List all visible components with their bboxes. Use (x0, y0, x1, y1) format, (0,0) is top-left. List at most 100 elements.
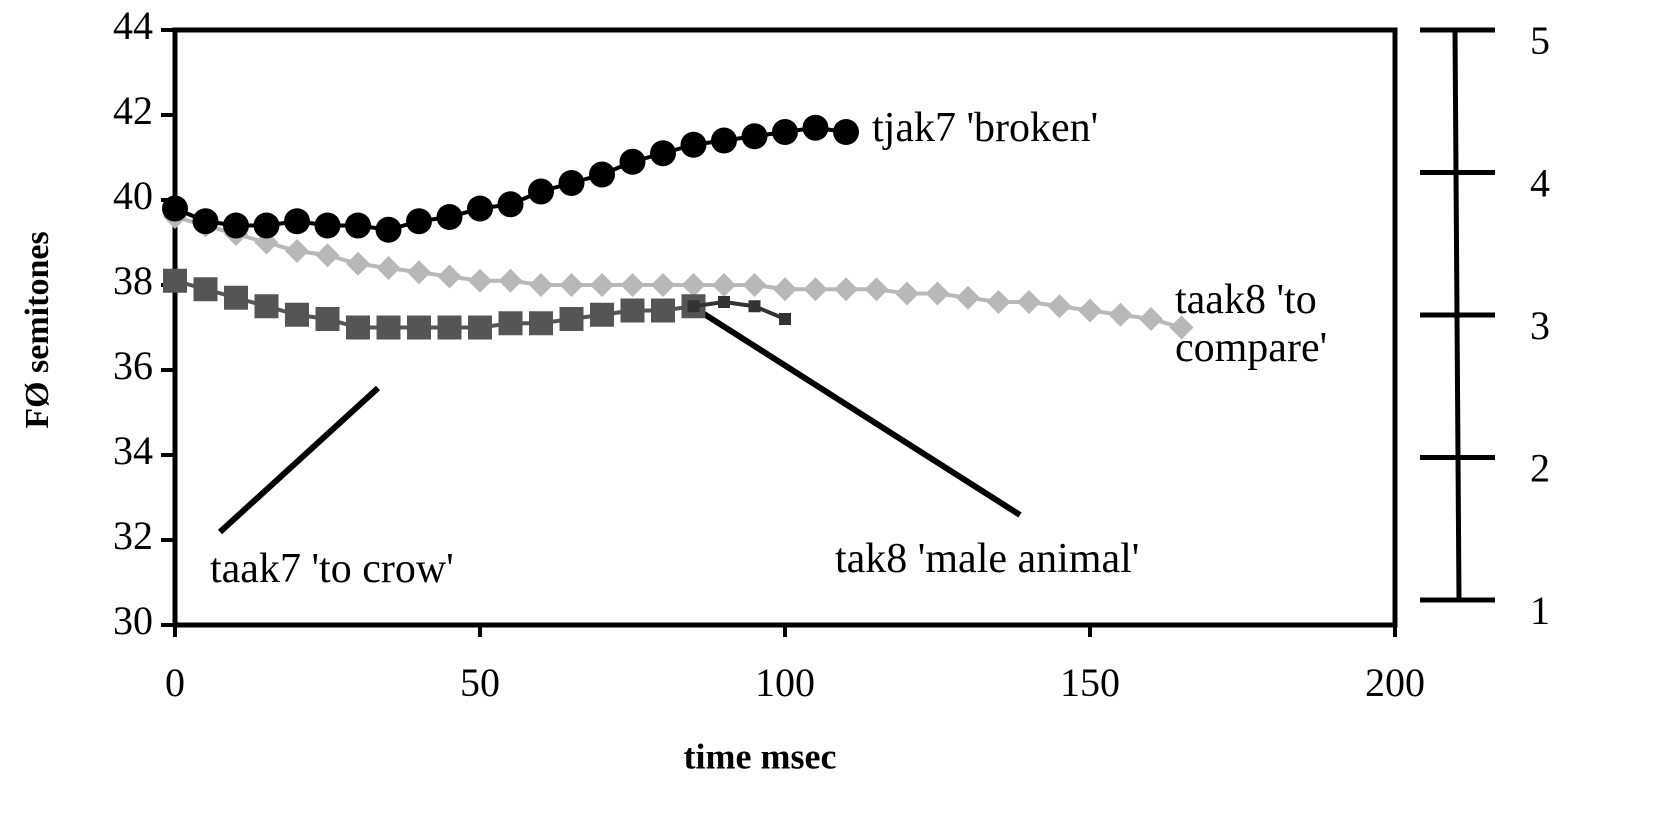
y-tick-label: 30 (113, 598, 153, 643)
marker (406, 208, 432, 235)
marker (468, 315, 492, 340)
marker (680, 131, 707, 158)
marker (224, 285, 248, 310)
marker (772, 119, 798, 145)
marker (748, 300, 761, 313)
y-tick-label: 40 (113, 173, 153, 218)
marker (803, 277, 828, 302)
marker (315, 243, 340, 268)
marker (467, 195, 493, 222)
y-axis-title: FØ semitones (19, 231, 56, 428)
marker (529, 311, 553, 336)
marker (559, 273, 584, 297)
marker (773, 277, 797, 302)
y2-tick-label: 5 (1530, 18, 1550, 63)
marker (254, 294, 279, 319)
marker (620, 273, 645, 297)
marker (1017, 290, 1041, 314)
marker (651, 273, 675, 297)
marker (864, 277, 889, 302)
x-tick-label: 200 (1365, 660, 1425, 705)
marker (779, 313, 791, 325)
y2-tick-label: 4 (1530, 161, 1550, 206)
marker (192, 208, 219, 235)
y-tick-label: 32 (113, 513, 153, 558)
marker (1078, 298, 1102, 323)
leader-line (688, 302, 1022, 518)
marker (407, 315, 431, 340)
marker (833, 119, 859, 145)
marker (163, 268, 187, 293)
x-axis-title: time msec (684, 736, 837, 776)
marker (315, 307, 340, 331)
x-tick-label: 150 (1060, 660, 1120, 705)
marker (741, 123, 768, 150)
marker (314, 212, 341, 239)
y2-tick-label: 1 (1530, 588, 1550, 633)
marker (376, 315, 401, 340)
y-tick-label: 44 (113, 3, 153, 48)
marker (498, 311, 523, 336)
marker (285, 239, 309, 263)
marker (497, 191, 524, 218)
series-line (693, 299, 786, 321)
series-label: tak8 'male animal' (835, 536, 1140, 582)
marker (376, 256, 401, 280)
marker (620, 298, 645, 323)
marker (407, 260, 431, 285)
y-tick-label: 36 (113, 343, 153, 388)
marker (650, 140, 676, 167)
marker (589, 161, 615, 188)
marker (681, 273, 706, 297)
x-tick-label: 100 (755, 660, 815, 705)
marker (895, 281, 919, 306)
marker (1139, 307, 1163, 331)
marker (437, 264, 462, 289)
marker (223, 212, 249, 239)
leader-line (217, 385, 381, 535)
marker (1108, 302, 1133, 327)
y-tick-label: 34 (113, 428, 153, 473)
marker (802, 114, 829, 141)
marker (558, 170, 585, 196)
y2-tick-label: 3 (1530, 303, 1550, 348)
series-line (174, 278, 694, 330)
marker (285, 302, 309, 327)
marker (590, 302, 614, 327)
marker (834, 277, 858, 302)
marker (619, 148, 646, 175)
marker (986, 290, 1011, 314)
y2-tick-label: 2 (1530, 446, 1550, 491)
marker (956, 285, 980, 310)
marker (253, 212, 280, 239)
marker (436, 204, 463, 230)
marker (375, 216, 402, 243)
marker (193, 277, 218, 302)
marker (712, 273, 736, 297)
series-label: taak7 'to crow' (210, 546, 454, 592)
marker (284, 208, 310, 235)
series-line (174, 215, 1183, 330)
series-label: taak8 'to compare' (1175, 277, 1328, 371)
series-label: tjak7 'broken' (872, 105, 1099, 151)
marker (925, 281, 950, 306)
x-tick-label: 50 (460, 660, 500, 705)
marker (742, 273, 767, 297)
marker (528, 178, 554, 205)
marker (529, 273, 553, 297)
marker (346, 251, 370, 276)
marker (687, 300, 700, 313)
marker (498, 268, 523, 293)
marker (1047, 294, 1072, 319)
marker (345, 212, 371, 239)
marker (711, 127, 737, 154)
y-tick-label: 38 (113, 258, 153, 303)
marker (346, 315, 370, 340)
marker (437, 315, 462, 340)
marker (468, 268, 492, 293)
x-tick-label: 0 (165, 660, 185, 705)
marker (651, 298, 675, 323)
marker (1169, 315, 1194, 340)
